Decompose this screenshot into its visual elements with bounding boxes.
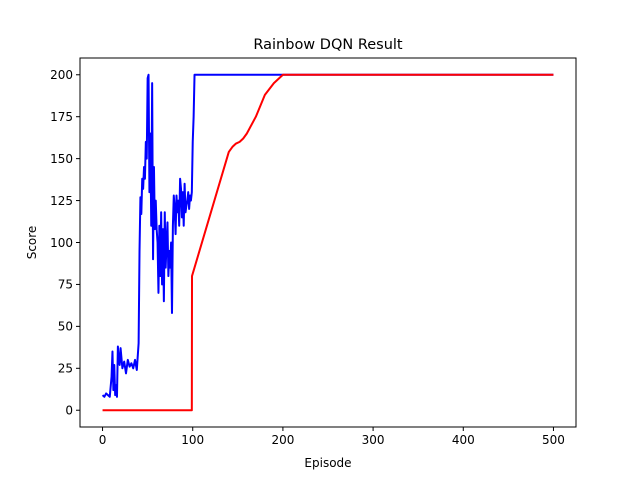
series-line-2 bbox=[102, 73, 554, 412]
y-tick-label: 125 bbox=[50, 194, 73, 208]
y-tick-label: 200 bbox=[50, 68, 73, 82]
x-tick-label: 300 bbox=[362, 433, 385, 447]
x-axis-label: Episode bbox=[304, 456, 351, 470]
x-tick-label: 100 bbox=[181, 433, 204, 447]
x-tick-label: 400 bbox=[452, 433, 475, 447]
y-tick-label: 150 bbox=[50, 152, 73, 166]
x-tick-label: 200 bbox=[271, 433, 294, 447]
x-tick-label: 500 bbox=[542, 433, 565, 447]
series-layer bbox=[101, 73, 554, 412]
plot-frame bbox=[79, 57, 577, 428]
y-tick-label: 175 bbox=[50, 110, 73, 124]
y-tick-label: 0 bbox=[65, 404, 73, 418]
chart-title: Rainbow DQN Result bbox=[253, 37, 403, 53]
x-axis-ticks: 0 100 200 300 400 500 bbox=[99, 427, 565, 447]
y-axis-ticks: 0 25 50 75 100 125 150 175 200 bbox=[50, 68, 80, 418]
y-axis-label: Score bbox=[25, 226, 39, 260]
y-tick-label: 50 bbox=[58, 320, 73, 334]
plot-area bbox=[80, 58, 576, 427]
y-tick-label: 25 bbox=[58, 362, 73, 376]
y-tick-label: 75 bbox=[58, 278, 73, 292]
x-tick-label: 0 bbox=[99, 433, 107, 447]
y-tick-label: 100 bbox=[50, 236, 73, 250]
series-line-1 bbox=[101, 73, 554, 398]
